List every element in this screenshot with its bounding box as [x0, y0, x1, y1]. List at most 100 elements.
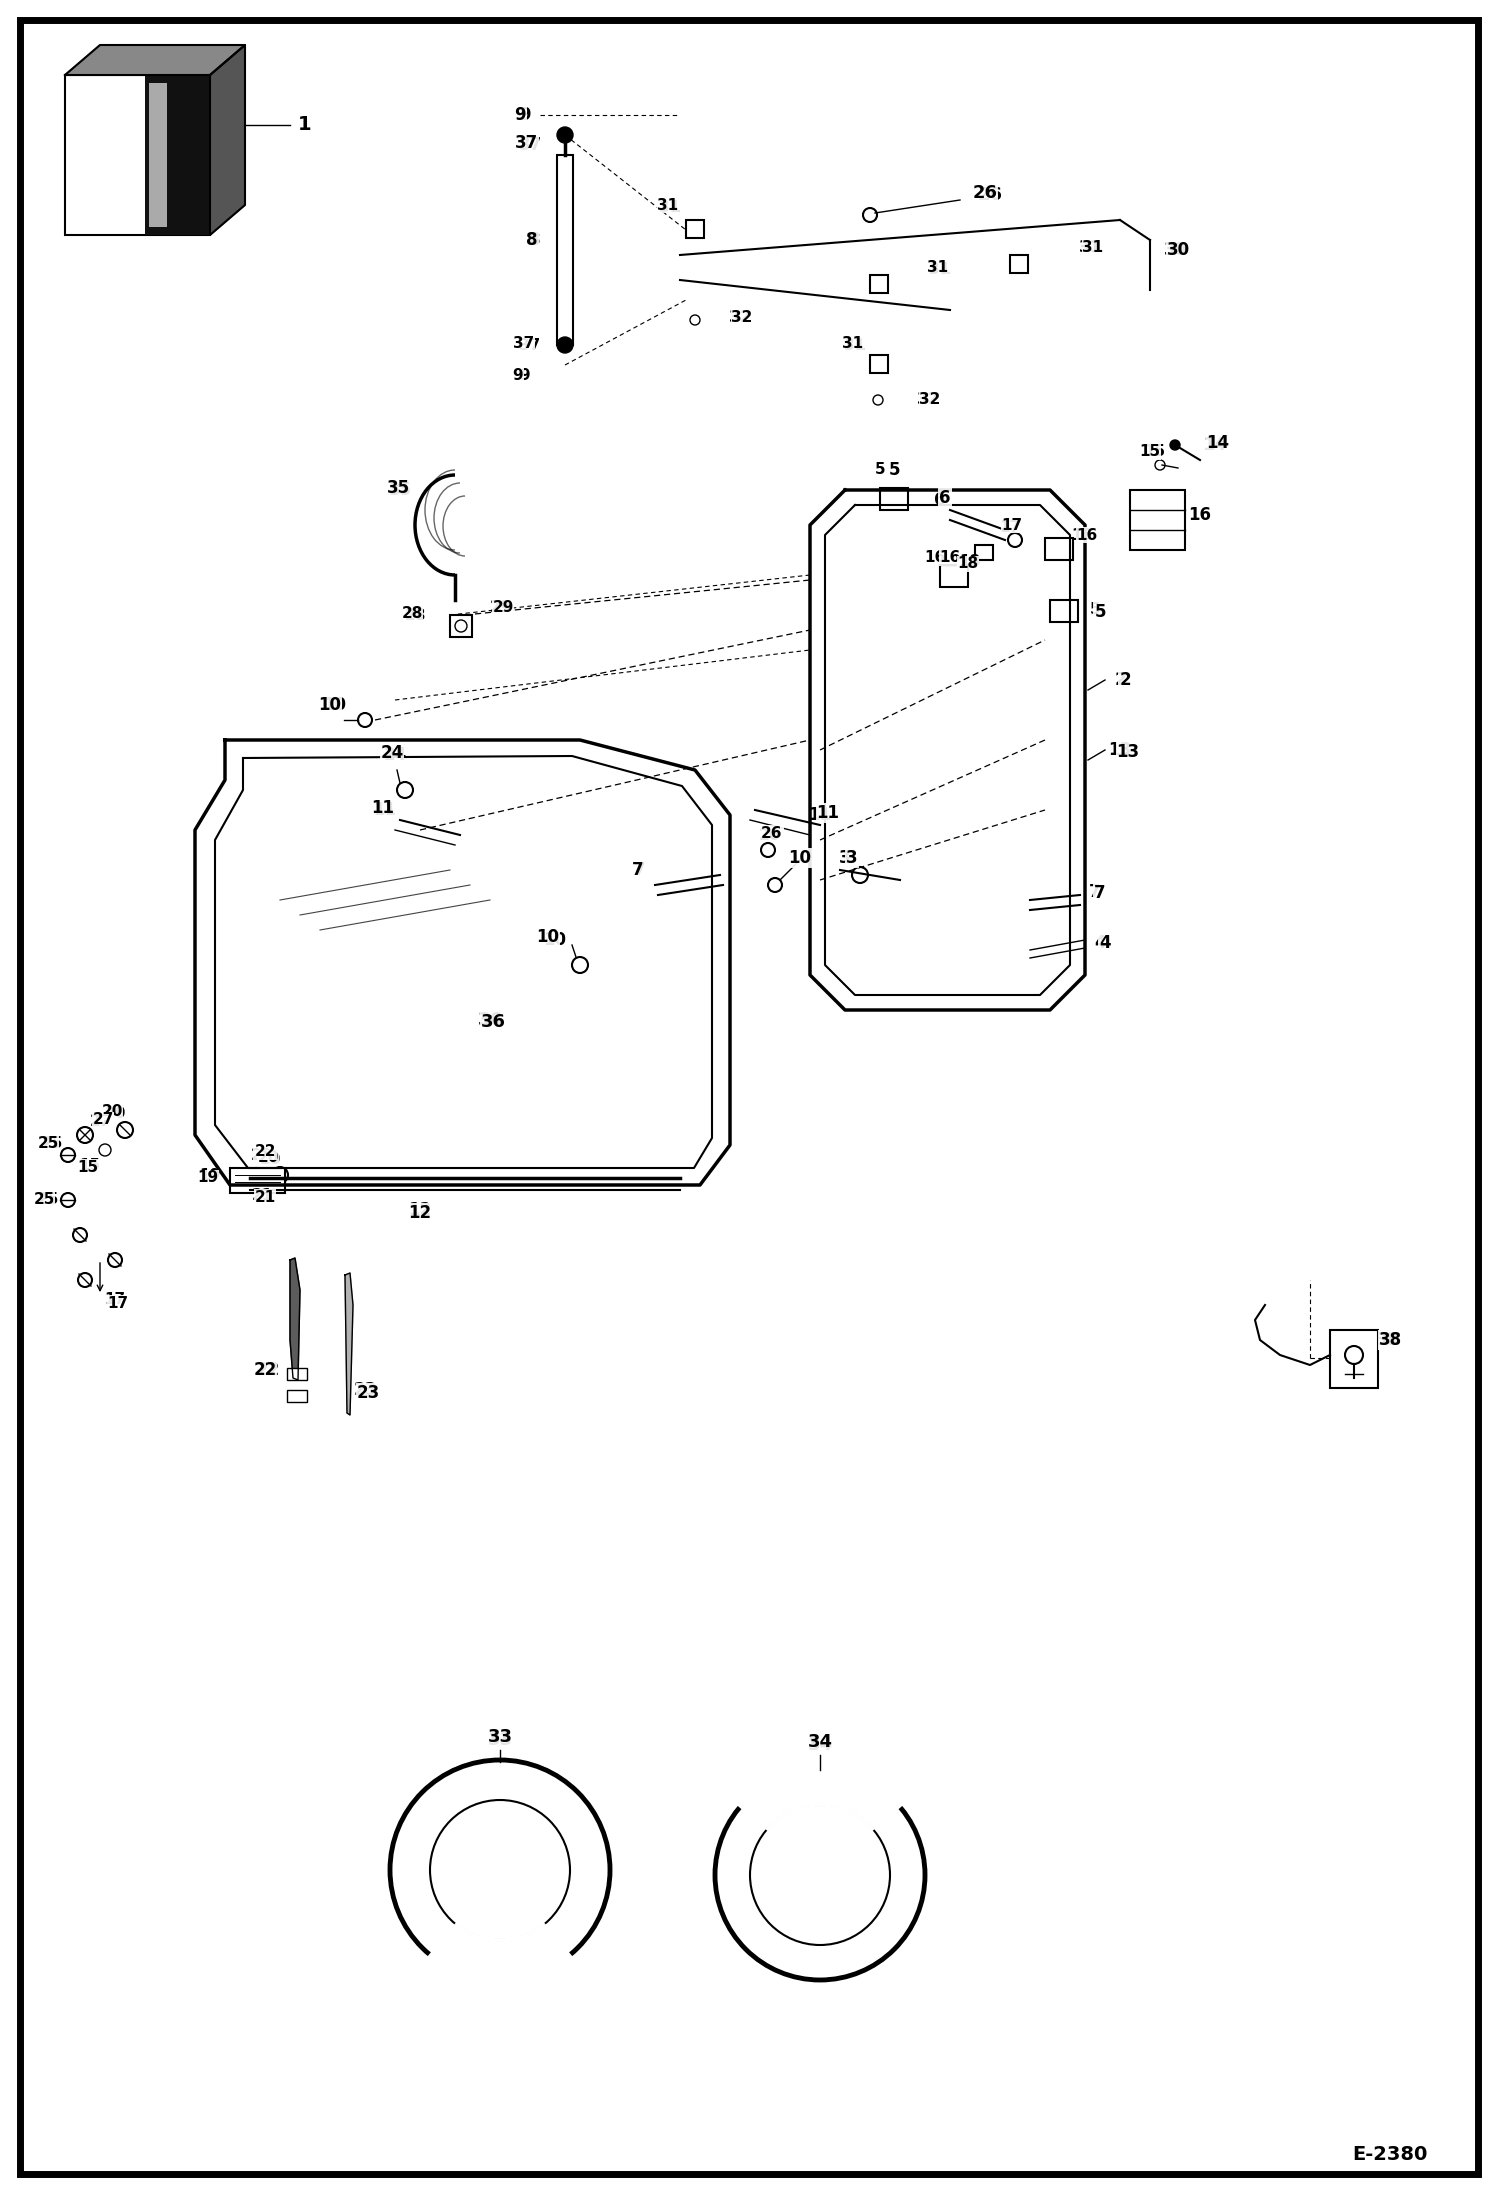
- Text: 27: 27: [90, 1115, 111, 1130]
- Text: 24: 24: [380, 744, 403, 761]
- Text: 7: 7: [1094, 884, 1106, 902]
- Text: 12: 12: [409, 1200, 431, 1220]
- Text: 17: 17: [1002, 518, 1023, 533]
- Text: 34: 34: [807, 1733, 833, 1751]
- Text: 31: 31: [1080, 241, 1101, 255]
- Text: 10: 10: [544, 930, 566, 950]
- Text: 8: 8: [529, 230, 541, 248]
- Text: 31: 31: [927, 261, 948, 276]
- Bar: [557, 156, 574, 344]
- Text: 28: 28: [404, 608, 425, 623]
- Circle shape: [557, 338, 574, 353]
- Text: 37: 37: [518, 136, 542, 154]
- Text: 10: 10: [319, 695, 342, 713]
- Text: 38: 38: [1378, 1332, 1402, 1349]
- Bar: [870, 355, 888, 373]
- Bar: [1050, 599, 1079, 623]
- Text: 16: 16: [939, 551, 960, 566]
- Text: 32: 32: [731, 312, 752, 325]
- Text: 23: 23: [354, 1380, 376, 1400]
- Text: 15: 15: [1140, 445, 1161, 459]
- Text: 31: 31: [929, 263, 951, 276]
- Text: 7: 7: [632, 860, 644, 880]
- Text: 25: 25: [37, 1136, 58, 1150]
- Text: 32: 32: [917, 393, 939, 408]
- Text: 18: 18: [957, 557, 978, 570]
- Text: 36: 36: [478, 1011, 502, 1029]
- Text: 15: 15: [1144, 445, 1165, 459]
- Text: 26: 26: [759, 827, 780, 842]
- Text: 22: 22: [252, 1147, 273, 1163]
- Polygon shape: [64, 46, 246, 75]
- Bar: [870, 274, 888, 294]
- Text: 19: 19: [198, 1172, 219, 1185]
- Text: 25: 25: [42, 1136, 63, 1150]
- Text: 13: 13: [1109, 742, 1131, 759]
- Text: 22: 22: [255, 1145, 276, 1158]
- Text: 3: 3: [839, 849, 851, 867]
- Text: 38: 38: [1375, 1332, 1399, 1349]
- Text: 1: 1: [298, 116, 312, 134]
- Text: 5: 5: [890, 461, 900, 478]
- Text: 16: 16: [1071, 527, 1092, 542]
- Text: 36: 36: [481, 1014, 505, 1031]
- Text: 26: 26: [972, 184, 998, 202]
- Polygon shape: [345, 1273, 354, 1415]
- Text: 31: 31: [842, 336, 863, 351]
- Text: 9: 9: [512, 369, 523, 382]
- Text: 32: 32: [920, 393, 941, 408]
- Text: 17: 17: [108, 1294, 129, 1310]
- Text: 37: 37: [515, 134, 539, 151]
- Text: 26: 26: [978, 186, 1002, 204]
- Text: 2: 2: [1115, 671, 1126, 689]
- Bar: [1129, 489, 1185, 551]
- Polygon shape: [291, 1257, 300, 1380]
- Text: 10: 10: [324, 695, 346, 713]
- Text: 11: 11: [816, 803, 839, 823]
- Text: 24: 24: [383, 746, 406, 764]
- Text: 1: 1: [298, 116, 312, 134]
- Text: 27: 27: [93, 1112, 114, 1128]
- Text: 17: 17: [999, 520, 1020, 535]
- Text: 20: 20: [258, 1150, 279, 1165]
- Text: 37: 37: [514, 336, 535, 351]
- Text: 4: 4: [1100, 935, 1112, 952]
- Text: 30: 30: [1164, 241, 1186, 259]
- Text: 18: 18: [959, 555, 981, 570]
- Text: 11: 11: [372, 799, 394, 816]
- Text: 31: 31: [658, 197, 679, 213]
- Text: 19: 19: [199, 1167, 220, 1183]
- Text: 31: 31: [1083, 239, 1104, 255]
- Bar: [150, 83, 166, 226]
- Text: E-2380: E-2380: [1353, 2146, 1428, 2165]
- Text: 6: 6: [939, 489, 951, 507]
- Text: 17: 17: [105, 1292, 126, 1308]
- Text: 33: 33: [487, 1731, 512, 1749]
- Text: 35: 35: [388, 480, 412, 498]
- Text: 12: 12: [409, 1205, 431, 1222]
- Text: 9: 9: [514, 105, 526, 125]
- Text: 9: 9: [520, 369, 530, 382]
- Text: 35: 35: [386, 478, 409, 498]
- Text: 22: 22: [256, 1360, 280, 1380]
- Text: 7: 7: [1089, 882, 1101, 902]
- Text: 34: 34: [807, 1735, 833, 1753]
- Text: 14: 14: [1203, 437, 1227, 454]
- Text: 29: 29: [490, 601, 511, 617]
- Text: 7: 7: [634, 860, 646, 880]
- Text: 21: 21: [255, 1189, 276, 1205]
- Text: 10: 10: [788, 849, 812, 867]
- Bar: [879, 487, 908, 509]
- Text: 22: 22: [253, 1360, 277, 1380]
- Text: 28: 28: [401, 606, 422, 621]
- Text: 21: 21: [252, 1187, 273, 1202]
- Text: 31: 31: [659, 200, 680, 215]
- Bar: [1046, 538, 1073, 559]
- Text: 4: 4: [1094, 935, 1106, 952]
- Text: 20: 20: [102, 1104, 123, 1119]
- Text: 11: 11: [373, 801, 397, 818]
- Text: 37: 37: [520, 338, 541, 353]
- Text: 5: 5: [875, 463, 885, 478]
- Bar: [64, 75, 210, 235]
- Text: 10: 10: [536, 928, 559, 946]
